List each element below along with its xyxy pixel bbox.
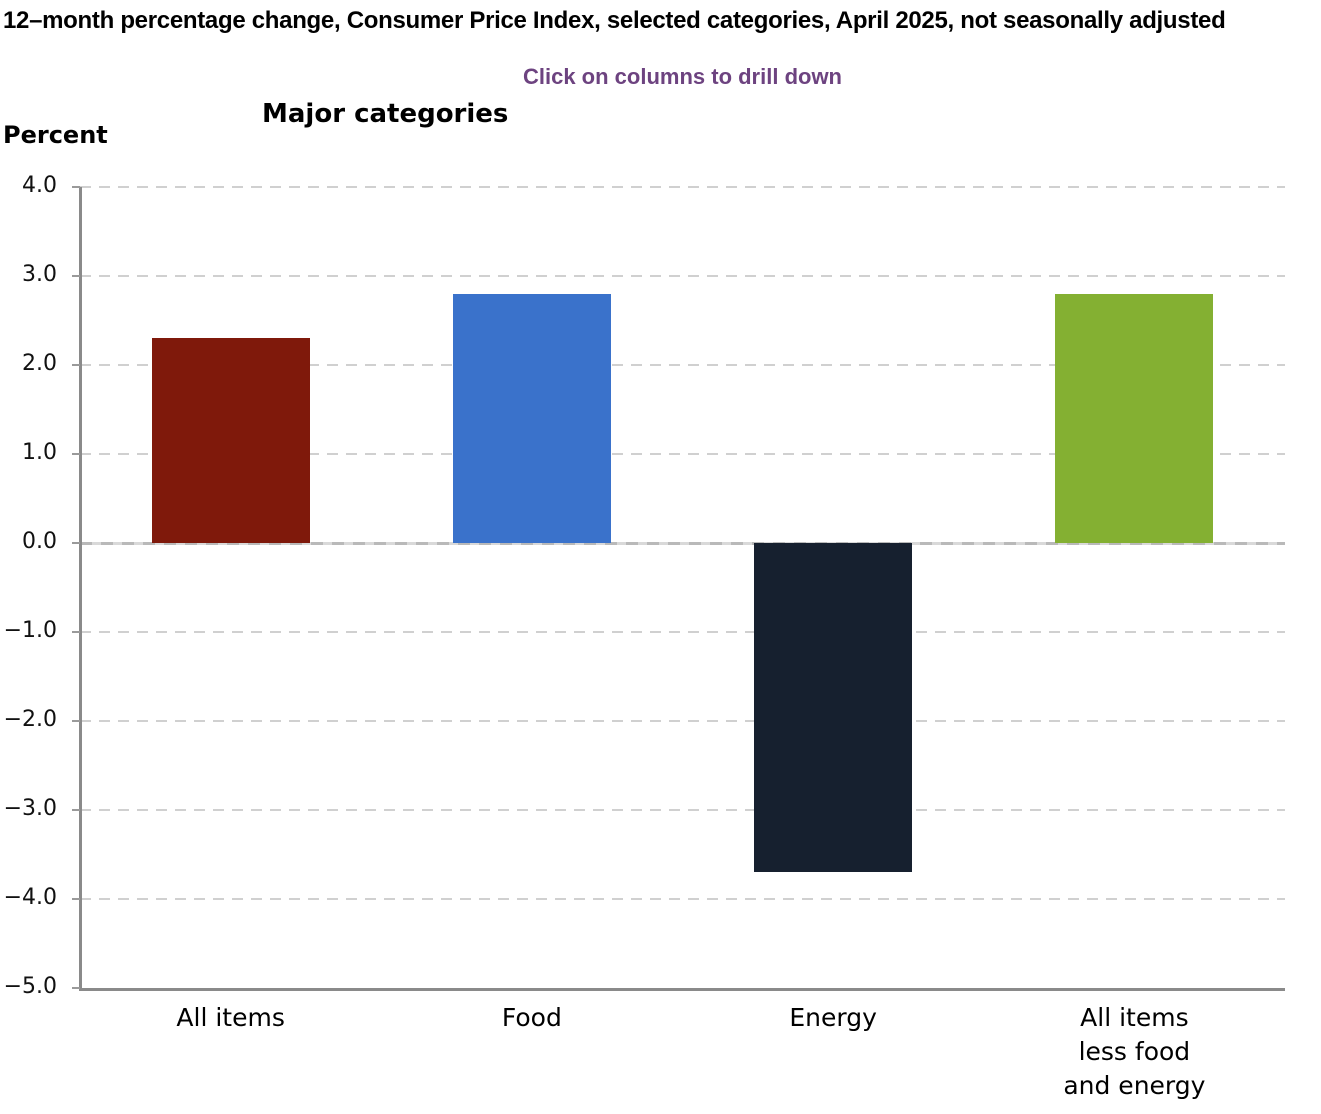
zero-line <box>80 542 1285 545</box>
y-axis-tick <box>72 809 80 811</box>
y-tick-label: −1.0 <box>3 618 57 643</box>
plot-area <box>80 186 1285 988</box>
x-axis-label-line: and energy <box>1063 1071 1206 1100</box>
gridline-3.0 <box>80 275 1285 277</box>
y-tick-label: 1.0 <box>22 440 57 465</box>
x-axis-label-all-items-less-food-and-energy: All items less food and energy <box>983 1001 1285 1103</box>
gridline-−4.0 <box>80 898 1285 900</box>
gridline-1.0 <box>80 453 1285 455</box>
y-tick-label: 4.0 <box>22 173 57 198</box>
chart-panel-title: Major categories <box>262 99 509 129</box>
x-axis-label-food: Food <box>381 1001 683 1035</box>
y-tick-label: −5.0 <box>3 974 57 999</box>
x-axis-line <box>79 988 1285 991</box>
gridline-−3.0 <box>80 809 1285 811</box>
bar-all-items[interactable] <box>151 338 310 543</box>
y-axis-tick <box>72 453 80 455</box>
y-tick-label: 2.0 <box>22 351 57 376</box>
bar-food[interactable] <box>452 293 611 543</box>
x-axis-label-line: less food <box>1078 1037 1191 1066</box>
y-axis-tick <box>72 364 80 366</box>
y-tick-label: 3.0 <box>22 262 57 287</box>
y-tick-label: 0.0 <box>22 529 57 554</box>
y-axis-tick <box>72 898 80 900</box>
x-axis-label-energy: Energy <box>682 1001 984 1035</box>
y-axis-tick <box>72 275 80 277</box>
drilldown-hint: Click on columns to drill down <box>522 64 842 89</box>
y-axis-line <box>79 187 82 991</box>
x-axis-label-line: All items <box>176 1003 285 1032</box>
y-tick-label: −2.0 <box>3 707 57 732</box>
x-axis-label-line: All items <box>1080 1003 1189 1032</box>
y-tick-label: −4.0 <box>3 885 57 910</box>
gridline-2.0 <box>80 364 1285 366</box>
page-title: 12–month percentage change, Consumer Pri… <box>3 7 1226 34</box>
x-axis-label-line: Energy <box>789 1003 877 1032</box>
x-axis-label-all-items: All items <box>80 1001 382 1035</box>
y-axis-unit-label: Percent <box>3 121 108 149</box>
y-axis-tick <box>72 987 80 989</box>
y-tick-label: −3.0 <box>3 796 57 821</box>
y-axis-tick <box>72 631 80 633</box>
bar-energy[interactable] <box>754 543 913 873</box>
y-axis-tick <box>72 720 80 722</box>
y-axis-tick <box>72 186 80 188</box>
bar-all-items-less-food-and-energy[interactable] <box>1055 293 1214 543</box>
gridline-4.0 <box>80 186 1285 188</box>
gridline-−1.0 <box>80 631 1285 633</box>
y-axis-tick <box>72 542 80 544</box>
gridline-−2.0 <box>80 720 1285 722</box>
x-axis-label-line: Food <box>501 1003 562 1032</box>
